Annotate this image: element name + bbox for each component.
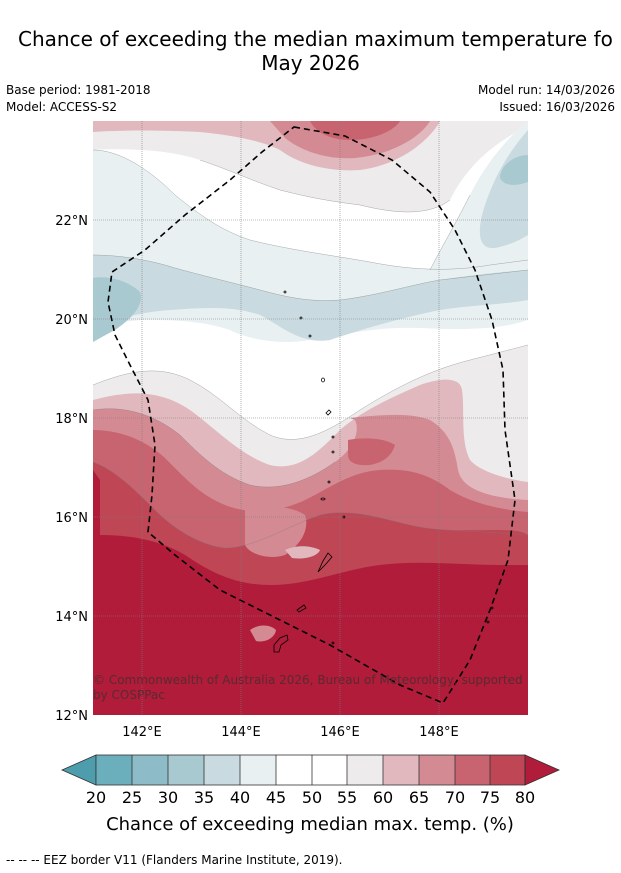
islands <box>273 290 494 653</box>
colorbar-swatch <box>312 755 347 785</box>
colorbar-high-extension <box>524 754 560 786</box>
colorbar-label: Chance of exceeding median max. temp. (%… <box>106 814 514 835</box>
colorbar-tick: 75 <box>480 788 500 807</box>
issued-date: Issued: 16/03/2026 <box>499 100 615 114</box>
colorbar-tick: 30 <box>158 788 178 807</box>
colorbar-swatch <box>204 755 240 785</box>
lat-label: 18°N <box>55 412 88 427</box>
band-ne-35 <box>500 155 528 185</box>
lat-label: 16°N <box>55 511 88 526</box>
colorbar-tick: 40 <box>230 788 250 807</box>
eez-footnote: -- -- -- EEZ border V11 (Flanders Marine… <box>6 853 343 867</box>
colorbar <box>61 754 560 786</box>
eez-border <box>107 126 516 704</box>
map-gridlines <box>93 121 528 715</box>
patch-sw-70 <box>250 625 276 642</box>
colorbar-swatch <box>240 755 276 785</box>
colorbar-swatch <box>168 755 204 785</box>
colorbar-tick: 55 <box>337 788 357 807</box>
patch-south-70 <box>348 438 395 466</box>
band-south-85 <box>93 470 528 715</box>
colorbar-swatch <box>383 755 419 785</box>
model-run: Model run: 14/03/2026 <box>477 83 615 97</box>
title-line-1: Chance of exceeding the median maximum t… <box>18 27 613 51</box>
band-north-75 <box>310 121 400 140</box>
colorbar-tick: 60 <box>373 788 393 807</box>
colorbar-tick: 50 <box>302 788 322 807</box>
lon-label: 146°E <box>320 725 360 740</box>
colorbar-low-extension <box>61 754 97 786</box>
lat-label: 20°N <box>55 313 88 328</box>
lat-label: 12°N <box>55 709 88 724</box>
longitude-labels: 142°E 144°E 146°E 148°E <box>122 725 459 740</box>
colorbar-tick: 70 <box>445 788 465 807</box>
colorbar-tick: 20 <box>86 788 106 807</box>
colorbar-swatch <box>347 755 383 785</box>
colorbar-ticks: 20 25 30 35 40 45 50 55 60 65 70 75 80 <box>86 788 535 807</box>
title-line-2: May 2026 <box>261 51 360 75</box>
lon-label: 148°E <box>419 725 459 740</box>
colorbar-swatch <box>132 755 168 785</box>
base-period: Base period: 1981-2018 <box>6 83 151 97</box>
lon-label: 142°E <box>122 725 162 740</box>
model-name: Model: ACCESS-S2 <box>6 100 118 114</box>
colorbar-swatch <box>419 755 455 785</box>
lat-label: 14°N <box>55 610 88 625</box>
copyright-line-1: © Commonwealth of Australia 2026, Bureau… <box>93 673 523 687</box>
colorbar-swatch <box>490 755 525 785</box>
colorbar-tick: 35 <box>194 788 214 807</box>
colorbar-swatch <box>455 755 490 785</box>
patch-mid-65 <box>245 506 307 557</box>
band-mid-35 <box>93 277 141 342</box>
colorbar-tick: 25 <box>122 788 142 807</box>
colorbar-swatch <box>96 755 132 785</box>
colorbar-tick: 65 <box>409 788 429 807</box>
lat-label: 22°N <box>55 214 88 229</box>
contour-lines <box>93 149 528 549</box>
colorbar-tick: 80 <box>515 788 535 807</box>
probability-field: © Commonwealth of Australia 2026, Bureau… <box>93 121 528 715</box>
copyright-line-2: by COSPPac <box>93 688 165 702</box>
latitude-labels: 22°N 20°N 18°N 16°N 14°N 12°N <box>55 214 88 724</box>
chart-title: Chance of exceeding the median maximum t… <box>0 27 621 75</box>
patch-mid-60 <box>285 546 320 559</box>
lon-label: 144°E <box>221 725 261 740</box>
band-mid-40 <box>93 255 528 341</box>
colorbar-tick: 45 <box>266 788 286 807</box>
colorbar-swatch <box>276 755 312 785</box>
